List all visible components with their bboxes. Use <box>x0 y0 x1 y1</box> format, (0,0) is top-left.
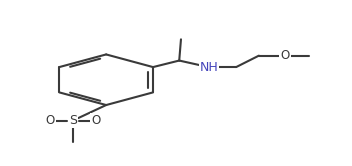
Text: NH: NH <box>200 61 218 74</box>
Text: S: S <box>69 114 77 127</box>
Text: O: O <box>91 114 100 127</box>
Text: O: O <box>281 49 290 62</box>
Text: O: O <box>46 114 55 127</box>
